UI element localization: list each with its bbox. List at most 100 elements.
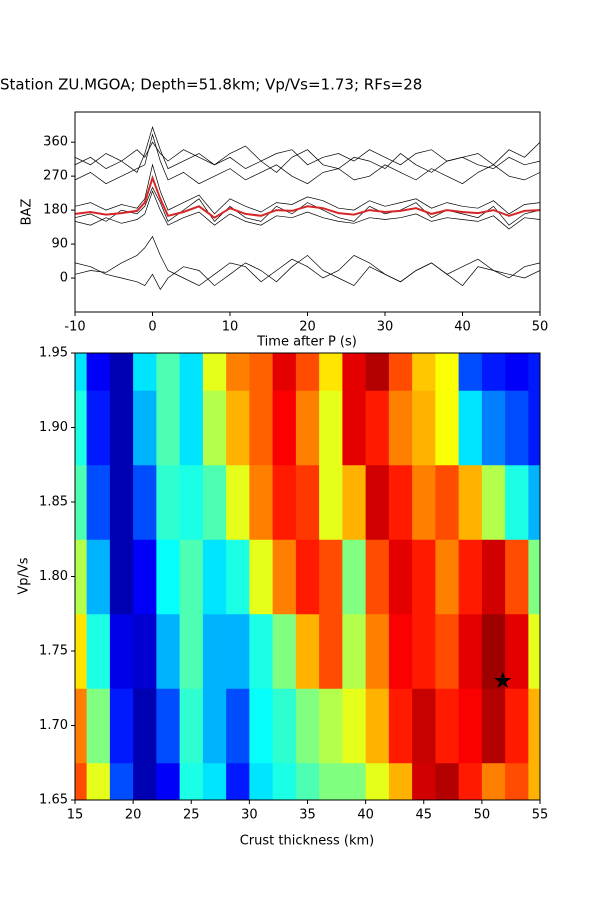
heat-cell (342, 353, 367, 391)
heat-cell (528, 613, 541, 689)
heat-cell (156, 762, 181, 801)
heat-cell (505, 688, 529, 764)
x-tick-label: 30 (241, 808, 258, 823)
heat-cell (226, 762, 250, 801)
x-tick-label: 55 (532, 808, 549, 823)
heat-cell (295, 762, 320, 801)
heat-cell (481, 688, 506, 764)
x-tick-label: 0 (148, 320, 156, 335)
y-axis-label: Vp/Vs (17, 557, 32, 594)
heat-cell (342, 688, 367, 764)
heat-cell (458, 539, 483, 615)
heat-cell (202, 390, 227, 466)
heat-cell (179, 688, 204, 764)
heat-cell (202, 613, 227, 689)
heat-cell (342, 762, 367, 801)
heat-cell (412, 464, 436, 540)
x-tick-label: 10 (222, 320, 239, 335)
heat-cell (86, 613, 111, 689)
heat-cell (458, 613, 483, 689)
heat-cell (202, 762, 227, 801)
heat-cell (319, 390, 343, 466)
heat-cell (528, 762, 541, 801)
heat-cell (388, 688, 413, 764)
y-tick-label: 270 (43, 169, 68, 184)
heat-cell (481, 613, 506, 689)
y-tick-label: 1.65 (39, 793, 68, 808)
heat-cell (109, 353, 134, 391)
heat-cell (75, 464, 88, 540)
y-tick-label: 360 (43, 135, 68, 150)
x-tick-label: 20 (125, 808, 142, 823)
heat-cell (272, 688, 297, 764)
heat-cell (528, 688, 541, 764)
heat-cell (226, 688, 250, 764)
heat-cell (272, 464, 297, 540)
heat-cell (319, 613, 343, 689)
heat-cell (295, 688, 320, 764)
heat-cell (249, 353, 274, 391)
heat-cell (179, 613, 204, 689)
heat-cell (86, 464, 111, 540)
heat-cell (156, 353, 181, 391)
x-axis-label: Crust thickness (km) (240, 834, 375, 849)
x-tick-label: 30 (377, 320, 394, 335)
y-tick-label: 1.85 (39, 495, 68, 510)
heat-cell (133, 762, 157, 801)
heat-cell (528, 539, 541, 615)
heat-cell (435, 613, 460, 689)
heat-cell (75, 353, 88, 391)
heat-cell (412, 353, 436, 391)
heat-cell (365, 762, 390, 801)
y-axis-label: BAZ (20, 199, 35, 226)
heat-cell (342, 390, 367, 466)
heat-cell (202, 688, 227, 764)
y-tick-label: 180 (43, 203, 68, 218)
heat-cell (272, 353, 297, 391)
trace (75, 190, 540, 230)
heat-cell (481, 762, 506, 801)
heat-cell (75, 762, 88, 801)
heat-cell (505, 762, 529, 801)
heat-cell (109, 613, 134, 689)
heat-cell (226, 613, 250, 689)
chart-title: Station ZU.MGOA; Depth=51.8km; Vp/Vs=1.7… (0, 76, 422, 94)
heat-cell (249, 539, 274, 615)
heat-cell (156, 464, 181, 540)
heat-cell (179, 762, 204, 801)
x-tick-label: 15 (67, 808, 84, 823)
heat-cell (388, 613, 413, 689)
heat-cell (249, 464, 274, 540)
heat-cell (133, 539, 157, 615)
heat-cell (109, 390, 134, 466)
heat-cell (202, 353, 227, 391)
heat-cell (133, 353, 157, 391)
heat-cell (458, 390, 483, 466)
x-tick-label: 45 (415, 808, 432, 823)
heat-cell (75, 613, 88, 689)
heat-cell (412, 688, 436, 764)
heat-cell (342, 464, 367, 540)
x-tick-label: 40 (357, 808, 374, 823)
heat-cell (388, 353, 413, 391)
heat-cell (319, 353, 343, 391)
heat-cell (86, 688, 111, 764)
heat-cell (249, 762, 274, 801)
y-tick-label: 1.90 (39, 420, 68, 435)
x-axis-label: Time after P (s) (256, 335, 357, 350)
heat-cell (249, 688, 274, 764)
best-fit-star (494, 671, 512, 689)
heat-cell (86, 762, 111, 801)
x-tick-label: 35 (299, 808, 316, 823)
heat-cell (388, 539, 413, 615)
heat-cell (109, 762, 134, 801)
heat-cell (179, 539, 204, 615)
heat-cell (272, 762, 297, 801)
heat-cell (226, 539, 250, 615)
heat-cell (295, 539, 320, 615)
heat-cell (202, 464, 227, 540)
heat-cell (226, 390, 250, 466)
heat-cell (458, 762, 483, 801)
heat-cell (505, 539, 529, 615)
